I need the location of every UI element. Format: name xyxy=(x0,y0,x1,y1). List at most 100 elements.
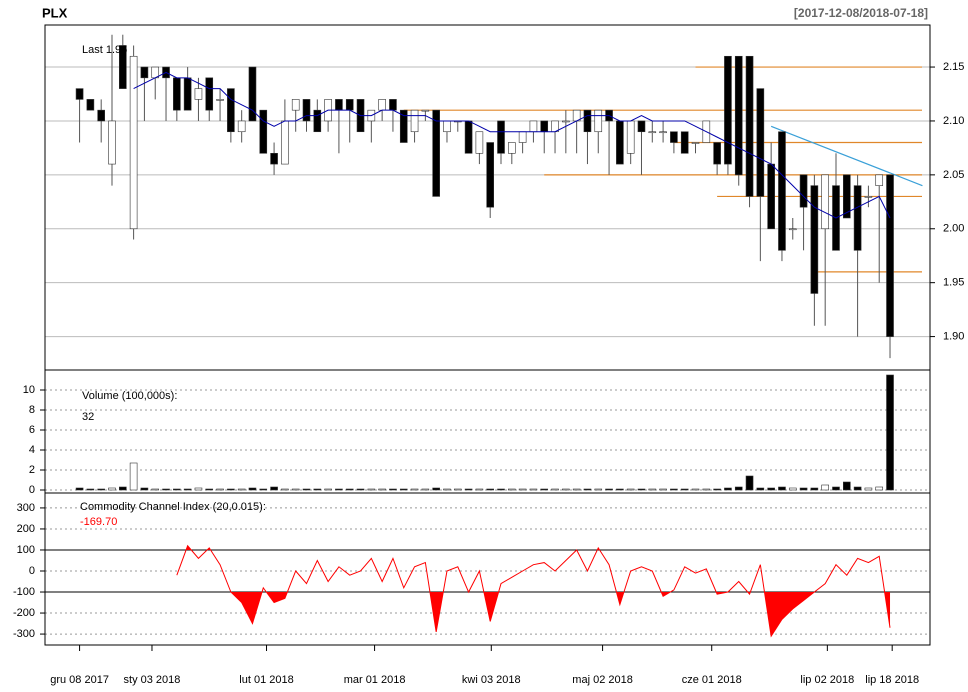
volume-bar xyxy=(886,374,894,491)
candle-body xyxy=(173,77,181,111)
volume-bar xyxy=(670,488,678,491)
volume-bar xyxy=(97,488,105,491)
volume-bar xyxy=(216,488,224,491)
candle-body xyxy=(432,109,440,197)
candle-body xyxy=(475,131,484,154)
y-tick-label: 0 xyxy=(29,484,35,496)
volume-bar xyxy=(508,488,516,491)
volume-bar xyxy=(183,488,192,491)
volume-bar xyxy=(162,488,170,491)
candle-body xyxy=(194,88,203,100)
volume-bar xyxy=(702,488,711,491)
candle-body xyxy=(378,99,386,111)
volume-bar xyxy=(313,488,322,491)
candle-body xyxy=(259,109,268,154)
volume-bar xyxy=(551,488,559,491)
y-tick-label: 1.90 xyxy=(943,330,964,342)
plot: gru 08 2017 sty 03 2018 lut 01 2018 mar 01 … xyxy=(13,34,964,686)
y-tick-label: 300 xyxy=(17,502,35,514)
volume-bar xyxy=(583,488,592,491)
candle-body xyxy=(745,55,754,197)
date-range: [2017-12-08/2018-07-18] xyxy=(794,6,928,20)
chart-title: PLX xyxy=(42,5,68,20)
volume-bar xyxy=(713,488,721,491)
volume-bar xyxy=(464,488,473,491)
volume-bar xyxy=(853,486,862,491)
volume-bar xyxy=(432,487,440,491)
candle-body xyxy=(767,163,775,230)
candle-body xyxy=(864,196,873,198)
candle-body xyxy=(216,99,224,101)
y-tick-label: 2 xyxy=(29,464,35,476)
candle-body xyxy=(875,174,884,186)
volume-bar xyxy=(659,488,667,491)
volume-bar xyxy=(605,488,613,491)
volume-bar xyxy=(648,488,657,491)
volume-bar xyxy=(248,487,257,491)
candle-body xyxy=(821,174,829,230)
candle-body xyxy=(799,174,808,208)
candle-body xyxy=(75,88,84,100)
candle-body xyxy=(270,152,278,165)
y-tick-label: 4 xyxy=(29,444,35,456)
volume-bar xyxy=(173,488,181,491)
y-tick-label: 8 xyxy=(29,404,35,416)
volume-bar xyxy=(302,488,311,491)
volume-bar xyxy=(237,488,246,491)
trend-line xyxy=(770,125,923,187)
candle-body xyxy=(108,120,116,165)
candle-body xyxy=(518,131,527,143)
candle-body xyxy=(540,120,549,133)
volume-bar xyxy=(389,488,397,491)
volume-bar xyxy=(475,488,484,491)
candle-body xyxy=(637,120,646,133)
last-price-label: Last 1.96 xyxy=(82,44,127,56)
candle-body xyxy=(464,120,473,154)
volume-bar xyxy=(356,488,365,491)
x-tick-label: sty 03 2018 xyxy=(124,674,181,686)
volume-bar xyxy=(291,488,300,491)
candle-body xyxy=(291,99,300,111)
volume-bar xyxy=(626,488,635,491)
candle-body xyxy=(529,120,538,133)
x-tick-label: lip 18 2018 xyxy=(865,674,919,686)
candle-body xyxy=(302,99,311,122)
candle-body xyxy=(810,185,819,294)
volume-bar xyxy=(832,486,840,491)
volume-bar xyxy=(324,488,332,491)
x-tick-label: lut 01 2018 xyxy=(239,674,293,686)
y-tick-label: 2.00 xyxy=(943,223,964,235)
x-tick-label: gru 08 2017 xyxy=(50,674,109,686)
volume-bar xyxy=(875,486,884,491)
candle-body xyxy=(670,131,678,143)
volume-bar xyxy=(616,488,624,491)
volume-last: 32 xyxy=(82,411,94,423)
volume-bar xyxy=(799,487,808,491)
candle-body xyxy=(756,88,765,197)
candle-body xyxy=(583,109,592,133)
y-tick-label: 2.15 xyxy=(943,61,964,73)
candle-body xyxy=(659,131,667,134)
candle-body xyxy=(345,99,354,111)
volume-bar xyxy=(453,488,462,491)
volume-bar xyxy=(864,487,873,491)
volume-bar xyxy=(129,462,138,491)
candle-body xyxy=(497,120,505,154)
y-tick-label: 2.10 xyxy=(943,115,964,127)
volume-bar xyxy=(399,488,408,491)
x-tick-label: mar 01 2018 xyxy=(344,674,406,686)
candle-body xyxy=(97,109,105,122)
candle-body xyxy=(119,45,127,89)
candle-body xyxy=(724,55,732,165)
cci-panel-frame xyxy=(44,492,931,646)
cci-label: Commodity Channel Index (20,0.015): xyxy=(80,501,266,513)
candle-body xyxy=(508,142,516,154)
volume-bar xyxy=(151,488,160,491)
volume-bar xyxy=(421,488,430,491)
volume-bar xyxy=(778,486,786,491)
candle-body xyxy=(399,109,408,143)
x-tick-label: lip 02 2018 xyxy=(800,674,854,686)
candle-body xyxy=(421,109,430,112)
volume-bar xyxy=(281,488,289,491)
